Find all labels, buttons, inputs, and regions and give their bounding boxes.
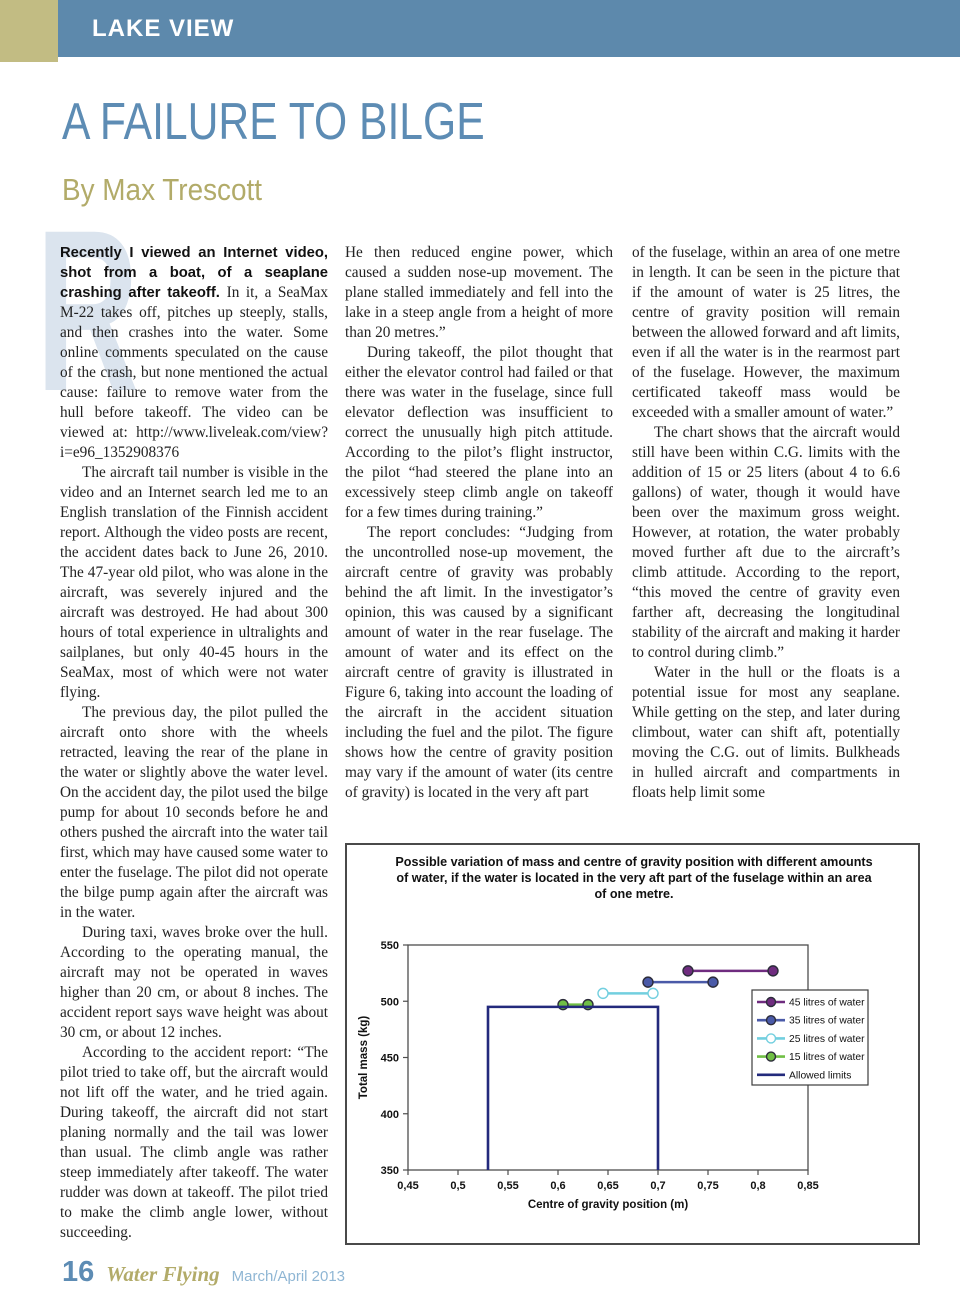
x-tick-label: 0,5 (450, 1180, 465, 1192)
paragraph: of the fuselage, within an area of one m… (632, 244, 900, 421)
section-title: LAKE VIEW (92, 14, 235, 42)
y-tick-label: 400 (381, 1109, 399, 1121)
plot-frame (407, 944, 809, 1171)
legend-label: 15 litres of water (789, 1052, 865, 1063)
paragraph: Recently I viewed an Internet video, sho… (60, 245, 328, 461)
article-title: A FAILURE TO BILGE (62, 93, 485, 151)
data-marker (765, 1033, 777, 1044)
x-axis-label: Centre of gravity position (m) (528, 1199, 689, 1211)
data-series-line (486, 1005, 660, 1170)
data-marker (767, 965, 779, 977)
y-tick-label: 450 (381, 1053, 399, 1065)
lead-in-text: Recently I viewed an Internet video, sho… (60, 245, 328, 301)
x-tick-label: 0,45 (397, 1180, 418, 1192)
paragraph: According to the accident report: “The p… (60, 1044, 328, 1241)
paragraph: During takeoff, the pilot thought that e… (345, 344, 613, 521)
data-marker (765, 1014, 777, 1026)
article-column-3: of the fuselage, within an area of one m… (632, 243, 900, 829)
x-tick-label: 0,6 (550, 1180, 565, 1192)
paragraph: The report concludes: “Judging from the … (345, 524, 613, 801)
figure-6-chart: 350 400 450 500 550 0,45 0,5 0,55 0,6 0,65 0,7 0,75… (345, 843, 920, 1245)
data-marker (765, 1051, 777, 1062)
magazine-name: Water Flying (106, 1262, 220, 1286)
data-marker (597, 987, 609, 1000)
legend-label: 35 litres of water (789, 1016, 865, 1027)
y-tick-label: 550 (381, 940, 399, 952)
data-marker (682, 965, 694, 977)
x-tick-label: 0,55 (497, 1180, 518, 1192)
x-tick-label: 0,65 (597, 1180, 618, 1192)
legend-label: 25 litres of water (789, 1034, 865, 1045)
chart-title: Possible variation of mass and centre of… (395, 855, 873, 901)
article-byline: By Max Trescott (62, 172, 263, 207)
data-marker (642, 976, 654, 988)
paragraph: During taxi, waves broke over the hull. … (60, 924, 328, 1041)
x-tick-label: 0,75 (697, 1180, 718, 1192)
x-tick-label: 0,7 (650, 1180, 665, 1192)
chart-canvas: 350 400 450 500 550 0,45 0,5 0,55 0,6 0,65 0,7 0,75… (358, 940, 869, 1211)
data-marker (647, 987, 659, 1000)
paragraph: Water in the hull or the floats is a pot… (632, 664, 900, 801)
legend-label: 45 litres of water (789, 998, 865, 1009)
page-number: 16 (62, 1256, 95, 1288)
corner-accent-square (0, 0, 58, 62)
dropcap-watermark: R (36, 182, 139, 439)
y-tick-label: 500 (381, 996, 399, 1008)
issue-date: March/April 2013 (231, 1268, 346, 1285)
data-marker (707, 976, 719, 988)
x-tick-label: 0,85 (797, 1180, 818, 1192)
paragraph: The previous day, the pilot pulled the a… (60, 704, 328, 921)
x-tick-label: 0,8 (750, 1180, 765, 1192)
paragraph: He then reduced engine power, which caus… (345, 244, 613, 341)
legend-label: Allowed limits (789, 1070, 851, 1081)
page-footer: 16 Water Flying March/April 2013 (62, 1256, 345, 1289)
article-column-2: He then reduced engine power, which caus… (345, 243, 613, 829)
paragraph: The chart shows that the aircraft would … (632, 424, 900, 661)
data-marker (765, 996, 777, 1008)
y-tick-label: 350 (381, 1165, 399, 1177)
section-header-band: LAKE VIEW (58, 0, 960, 57)
paragraph: The aircraft tail number is visible in t… (60, 464, 328, 701)
article-column-1: Recently I viewed an Internet video, sho… (60, 243, 328, 1248)
y-axis-label: Total mass (kg) (358, 1016, 370, 1100)
